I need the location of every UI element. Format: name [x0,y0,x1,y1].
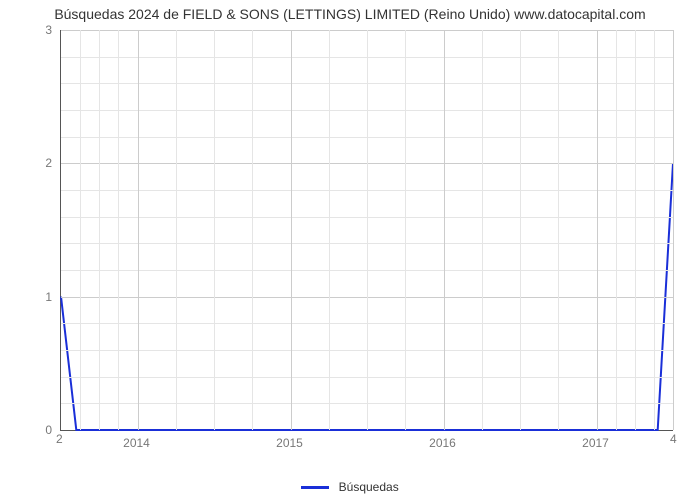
gridline-v-minor [654,30,655,430]
chart-title: Búsquedas 2024 de FIELD & SONS (LETTINGS… [0,6,700,22]
y-tick-label: 0 [32,423,52,437]
gridline-v-minor [635,30,636,430]
x-tick-label: 2015 [276,436,303,450]
gridline-v-minor [616,30,617,430]
gridline-v-minor [80,30,81,430]
gridline-v-major [291,30,292,430]
gridline-v-minor [520,30,521,430]
gridline-v-minor [252,30,253,430]
gridline-v-minor [214,30,215,430]
x-tick-label: 2016 [429,436,456,450]
gridline-v-major [597,30,598,430]
gridline-v-minor [482,30,483,430]
gridline-v-minor [329,30,330,430]
plot-area [60,30,673,431]
gridline-v-major [138,30,139,430]
gridline-v-minor [558,30,559,430]
y-tick-label: 1 [32,290,52,304]
y-tick-label: 3 [32,23,52,37]
gridline-v-minor [176,30,177,430]
gridline-v-major [444,30,445,430]
x-secondary-tick-label: 4 [670,432,677,446]
legend-swatch [301,486,329,489]
gridline-v-major [673,30,674,430]
y-tick-label: 2 [32,156,52,170]
legend-label: Búsquedas [339,480,399,494]
gridline-v-minor [118,30,119,430]
x-tick-label: 2014 [123,436,150,450]
gridline-v-minor [367,30,368,430]
gridline-v-minor [405,30,406,430]
x-tick-label: 2017 [582,436,609,450]
x-secondary-tick-label: 2 [56,432,63,446]
gridline-v-minor [99,30,100,430]
legend: Búsquedas [0,479,700,494]
